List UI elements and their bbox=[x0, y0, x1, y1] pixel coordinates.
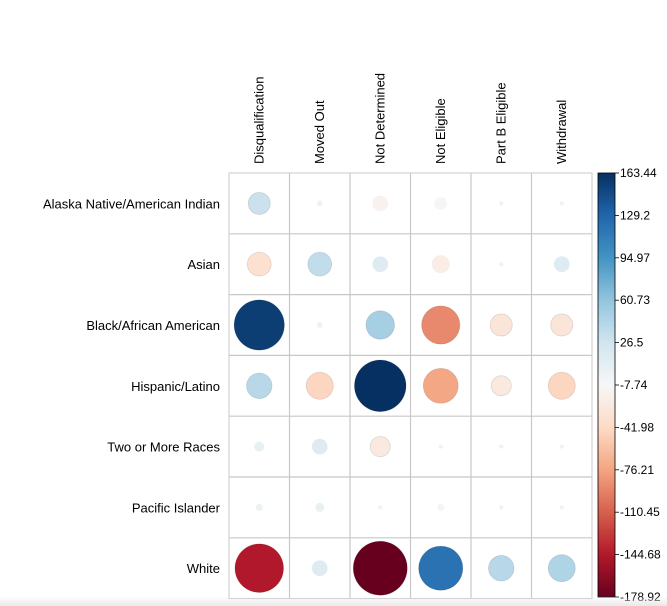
colorbar-tick-label: 26.5 bbox=[620, 336, 644, 350]
data-circle bbox=[255, 503, 263, 511]
data-circle bbox=[559, 201, 564, 206]
data-circle bbox=[365, 310, 395, 340]
column-label: Moved Out bbox=[312, 100, 327, 164]
data-circle bbox=[418, 545, 464, 591]
colorbar-tick-label: 94.97 bbox=[620, 251, 650, 265]
colorbar-tick-label: 60.73 bbox=[620, 293, 650, 307]
data-circle bbox=[438, 444, 443, 449]
column-label: Part B Eligible bbox=[493, 82, 508, 164]
colorbar-tick-label: 163.44 bbox=[620, 166, 657, 180]
colorbar bbox=[597, 172, 616, 598]
colorbar-tick-label: -110.45 bbox=[620, 505, 660, 519]
colorbar-tick-label: -144.68 bbox=[620, 548, 661, 562]
data-circle bbox=[246, 251, 272, 277]
data-circle bbox=[547, 371, 576, 400]
data-circle bbox=[490, 375, 512, 397]
data-circle bbox=[499, 444, 504, 449]
column-label: Disqualification bbox=[251, 77, 266, 164]
data-circle bbox=[559, 505, 564, 510]
data-circle bbox=[499, 505, 504, 510]
data-circle bbox=[311, 438, 328, 455]
colorbar-tick-label: -76.21 bbox=[620, 463, 654, 477]
data-circle bbox=[372, 256, 389, 273]
data-circle bbox=[316, 322, 323, 328]
row-label: Hispanic/Latino bbox=[131, 379, 220, 394]
data-circle bbox=[559, 444, 564, 449]
colorbar-tick-label: 129.2 bbox=[620, 208, 650, 222]
data-circle bbox=[431, 255, 450, 274]
data-circle bbox=[499, 262, 504, 267]
data-circle bbox=[316, 200, 323, 207]
data-circle bbox=[553, 256, 570, 273]
row-label: Asian bbox=[187, 257, 220, 272]
data-circle bbox=[437, 503, 445, 511]
row-label: White bbox=[187, 561, 220, 576]
row-label: Two or More Races bbox=[107, 440, 220, 455]
data-circle bbox=[233, 299, 285, 351]
colorbar-tick-label: -41.98 bbox=[620, 420, 654, 434]
column-label: Withdrawal bbox=[554, 100, 569, 164]
data-circle bbox=[421, 305, 461, 345]
data-circle bbox=[547, 554, 576, 583]
data-circle bbox=[234, 543, 284, 593]
data-circle bbox=[307, 251, 333, 277]
data-circle bbox=[488, 555, 515, 582]
data-circle bbox=[354, 359, 407, 413]
column-label: Not Determined bbox=[372, 73, 387, 164]
data-circle bbox=[372, 195, 389, 212]
data-circle bbox=[378, 505, 383, 510]
colorbar-tick-label: -7.74 bbox=[620, 378, 648, 392]
data-circle bbox=[315, 502, 325, 512]
data-circle bbox=[369, 436, 391, 458]
data-circle bbox=[246, 372, 273, 399]
data-circle bbox=[422, 367, 459, 404]
data-circle bbox=[489, 313, 513, 337]
row-label: Alaska Native/American Indian bbox=[43, 196, 220, 211]
row-label: Pacific Islander bbox=[132, 500, 221, 515]
data-circle bbox=[247, 191, 271, 215]
data-circle bbox=[311, 560, 328, 577]
data-circle bbox=[352, 540, 408, 596]
data-circle bbox=[254, 441, 265, 452]
data-circle bbox=[305, 371, 334, 400]
data-circle bbox=[550, 313, 574, 337]
data-circle bbox=[434, 197, 448, 210]
row-label: Black/African American bbox=[86, 318, 220, 333]
data-circle bbox=[499, 201, 504, 206]
bottom-fade bbox=[0, 596, 667, 606]
column-label: Not Eligible bbox=[433, 98, 448, 164]
